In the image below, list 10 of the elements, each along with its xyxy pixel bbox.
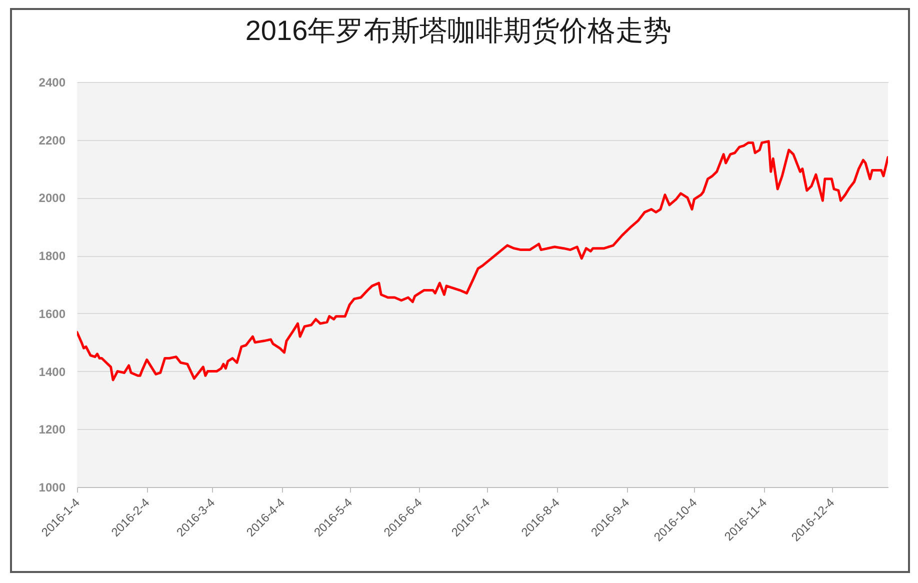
y-tick-label: 2400	[38, 76, 66, 90]
y-tick-label: 1600	[38, 306, 66, 321]
y-tick-label: 1200	[38, 422, 66, 437]
y-tick-label: 1800	[38, 249, 66, 264]
y-tick-label: 2200	[38, 133, 66, 148]
y-tick-label: 2000	[38, 191, 66, 206]
y-tick-label: 1400	[38, 364, 66, 379]
y-tick-label: 1000	[38, 480, 66, 494]
chart-title: 2016年罗布斯塔咖啡期货价格走势	[245, 15, 672, 46]
line-series	[77, 140, 888, 382]
